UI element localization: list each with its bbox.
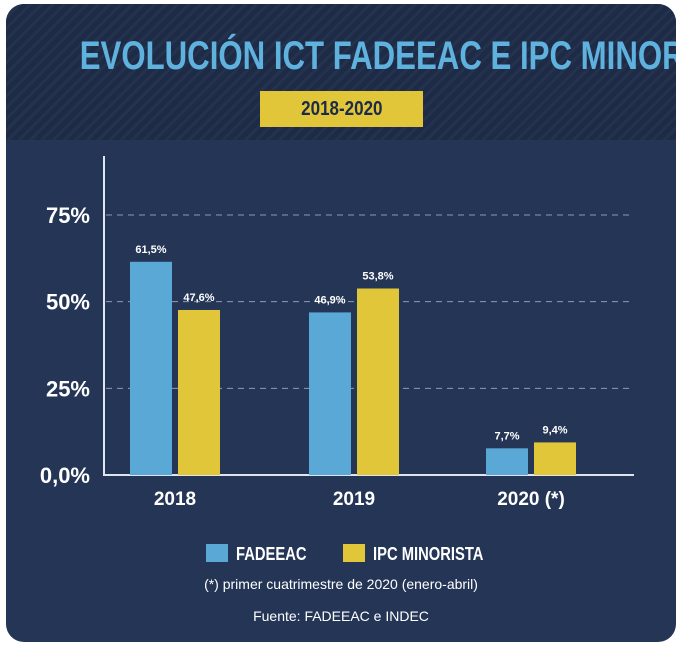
- source-note: Fuente: FADEEAC e INDEC: [253, 608, 429, 624]
- data-label: 46,9%: [314, 294, 345, 306]
- bar-fadeeac-0: [130, 261, 172, 475]
- y-tick-label: 75%: [46, 203, 90, 228]
- year-range-badge: 2018-2020: [260, 91, 423, 127]
- data-label: 53,8%: [362, 270, 393, 282]
- legend-swatch-fadeeac: [206, 544, 228, 562]
- data-label: 61,5%: [135, 244, 166, 256]
- x-tick-label: 2019: [333, 489, 375, 510]
- data-label: 47,6%: [183, 292, 214, 304]
- bar-chart: 0,0% 25% 50% 75% 61,5% 47,6% 2018 46,9% 53,8% 201…: [40, 156, 634, 510]
- infographic-card: EVOLUCIÓN ICT FADEEAC E IPC MINORISTA 20…: [6, 4, 676, 642]
- data-label: 9,4%: [542, 424, 567, 436]
- bar-ipc-2: [534, 442, 576, 475]
- x-tick-label: 2020 (*): [497, 489, 565, 510]
- bar-ipc-0: [178, 309, 220, 475]
- y-tick-label: 0,0%: [40, 463, 90, 488]
- legend: FADEEAC IPC MINORISTA: [6, 542, 676, 566]
- header-band: EVOLUCIÓN ICT FADEEAC E IPC MINORISTA 20…: [6, 4, 676, 140]
- legend-label-fadeeac: FADEEAC: [236, 544, 307, 564]
- y-tick-label: 50%: [46, 290, 90, 315]
- x-tick-label: 2018: [154, 489, 196, 510]
- bar-fadeeac-2: [486, 448, 528, 475]
- legend-label-ipc: IPC MINORISTA: [373, 544, 484, 564]
- footnote: (*) primer cuatrimestre de 2020 (enero-a…: [204, 576, 478, 592]
- bar-ipc-1: [357, 288, 399, 475]
- chart-title: EVOLUCIÓN ICT FADEEAC E IPC MINORISTA: [79, 34, 676, 78]
- legend-swatch-ipc: [343, 544, 365, 562]
- y-tick-label: 25%: [46, 376, 90, 401]
- data-label: 7,7%: [494, 430, 519, 442]
- year-range-text: 2018-2020: [300, 98, 383, 120]
- bar-fadeeac-1: [309, 312, 351, 475]
